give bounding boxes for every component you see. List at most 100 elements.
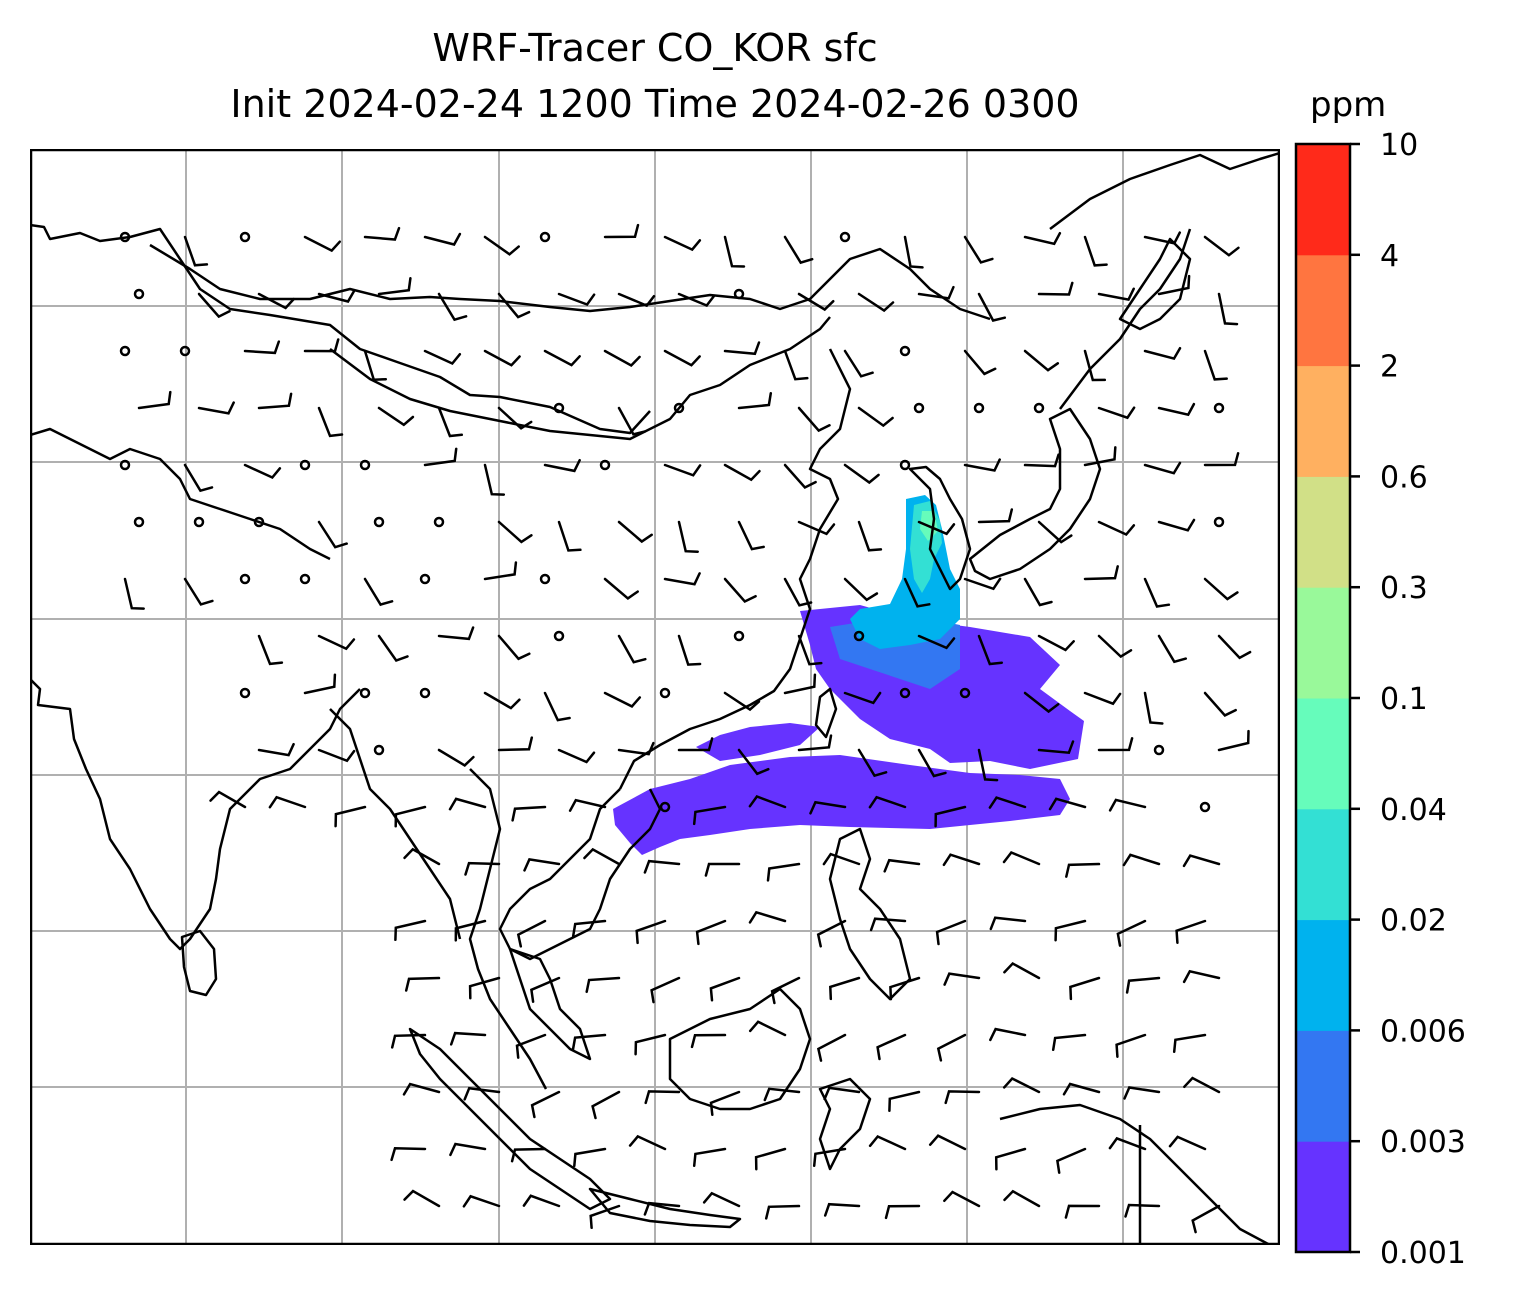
wind-barb xyxy=(903,235,924,269)
wind-barb xyxy=(1023,453,1060,468)
wind-barb xyxy=(1157,634,1188,664)
wind-barb xyxy=(797,292,835,312)
wind-barb xyxy=(1056,1147,1087,1174)
wind-barb xyxy=(977,292,1007,322)
wind-barb xyxy=(934,805,967,828)
wind-barb xyxy=(883,858,921,873)
calm-wind-marker xyxy=(133,516,145,528)
wind-barb xyxy=(723,463,761,482)
wind-barb xyxy=(635,919,667,945)
colorbar-tick-label: 10 xyxy=(1380,128,1418,163)
wind-barb xyxy=(497,736,534,752)
wind-barb xyxy=(988,796,1027,809)
wind-barb xyxy=(530,1090,561,1119)
wind-barb xyxy=(1064,1204,1101,1219)
wind-barb xyxy=(454,919,487,942)
calm-wind-marker xyxy=(253,516,265,528)
wind-barb xyxy=(843,463,880,485)
wind-barb xyxy=(1182,969,1221,984)
wind-barb xyxy=(1157,518,1196,532)
wind-barb xyxy=(1069,976,1101,1001)
wind-barb xyxy=(709,976,741,1002)
wind-barb xyxy=(448,797,487,811)
wind-barb xyxy=(888,1090,921,1113)
wind-barb xyxy=(209,790,247,809)
calm-wind-marker xyxy=(373,516,385,528)
wind-barb xyxy=(634,1033,667,1056)
wind-barb xyxy=(497,292,531,319)
calm-wind-marker xyxy=(373,744,385,756)
calm-wind-marker xyxy=(733,630,745,642)
wind-barb xyxy=(809,800,847,815)
wind-barb xyxy=(543,349,581,367)
calm-wind-marker xyxy=(239,231,251,243)
wind-barb xyxy=(197,292,231,319)
wind-barb xyxy=(1097,737,1134,752)
wind-barb xyxy=(516,919,547,948)
wind-barb xyxy=(183,235,209,267)
wind-barb xyxy=(977,634,1004,666)
wind-barb xyxy=(917,634,956,650)
wind-barb xyxy=(692,1147,727,1168)
wind-barb xyxy=(483,691,521,710)
calm-wind-marker xyxy=(119,231,131,243)
calm-wind-marker xyxy=(899,687,911,699)
wind-barb xyxy=(557,292,596,307)
calm-wind-marker xyxy=(119,345,131,357)
wind-barb xyxy=(889,976,921,1001)
wind-barb xyxy=(1083,446,1117,467)
wind-barb xyxy=(449,1142,487,1157)
wind-barb xyxy=(123,577,145,610)
wind-barb xyxy=(963,577,1002,591)
calm-wind-marker xyxy=(359,459,371,471)
wind-barb xyxy=(603,349,641,368)
gridlines xyxy=(30,149,1280,1245)
wind-barb xyxy=(1083,565,1119,581)
colorbar: ppm 0.001 0.003 0.006 0.02 0.04 0.1 0.3 0.6 2 4 10 xyxy=(1294,85,1466,1271)
wind-barb xyxy=(1175,919,1207,944)
wind-barb xyxy=(977,748,999,782)
wind-barb xyxy=(1023,349,1060,372)
calm-wind-marker xyxy=(433,516,445,528)
wind-barb xyxy=(437,748,475,767)
calm-wind-marker xyxy=(419,687,431,699)
wind-barb xyxy=(1168,1135,1207,1151)
wind-barb xyxy=(857,748,888,778)
calm-wind-marker xyxy=(959,687,971,699)
wind-barb xyxy=(585,976,621,994)
wind-barb xyxy=(403,847,441,866)
calm-wind-marker xyxy=(539,573,551,585)
wind-barb xyxy=(1115,1033,1147,1058)
wind-barb xyxy=(568,798,607,812)
calm-wind-marker xyxy=(1213,516,1225,528)
calm-wind-marker xyxy=(119,459,131,471)
calm-wind-marker xyxy=(599,459,611,471)
wind-barb xyxy=(1002,1076,1041,1094)
wind-barb xyxy=(677,292,716,308)
wind-barb xyxy=(823,1086,861,1101)
colorbar-swatch xyxy=(1296,1141,1350,1253)
wind-barb xyxy=(317,406,344,438)
calm-wind-marker xyxy=(733,288,745,300)
wind-barb xyxy=(557,520,582,552)
wind-barb xyxy=(628,1134,667,1151)
wind-barb xyxy=(1125,976,1161,994)
wind-barb xyxy=(483,561,518,581)
wind-barb xyxy=(1097,634,1133,659)
wind-barb xyxy=(510,1147,547,1163)
wind-barb xyxy=(617,292,656,308)
wind-barb xyxy=(317,289,356,303)
wind-barb xyxy=(963,458,1001,472)
calm-wind-marker xyxy=(179,345,191,357)
wind-barb xyxy=(843,691,882,705)
wind-barb xyxy=(1097,287,1135,302)
wind-barb xyxy=(702,1191,741,1208)
calm-wind-marker xyxy=(539,231,551,243)
wind-barb xyxy=(1203,235,1240,257)
wind-barb xyxy=(709,1090,741,1116)
wind-barb xyxy=(944,1090,981,1105)
wind-barb xyxy=(917,285,955,300)
wind-barb xyxy=(748,910,787,924)
colorbar-swatch xyxy=(1296,587,1350,699)
calm-wind-marker xyxy=(1199,801,1211,813)
